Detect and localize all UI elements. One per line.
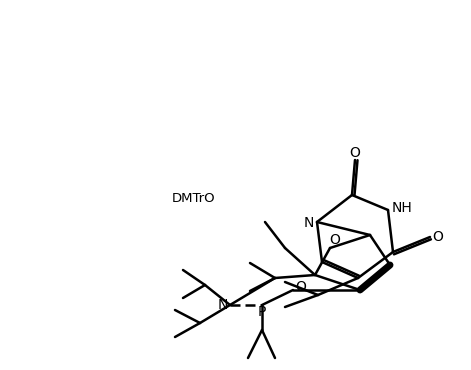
Text: NH: NH bbox=[391, 201, 413, 215]
Text: P: P bbox=[258, 305, 266, 319]
Text: O: O bbox=[296, 280, 307, 294]
Text: DMTrO: DMTrO bbox=[171, 192, 215, 205]
Text: N: N bbox=[218, 298, 228, 312]
Text: O: O bbox=[432, 230, 443, 244]
Text: O: O bbox=[349, 146, 360, 160]
Text: N: N bbox=[304, 216, 314, 230]
Text: O: O bbox=[330, 233, 341, 247]
